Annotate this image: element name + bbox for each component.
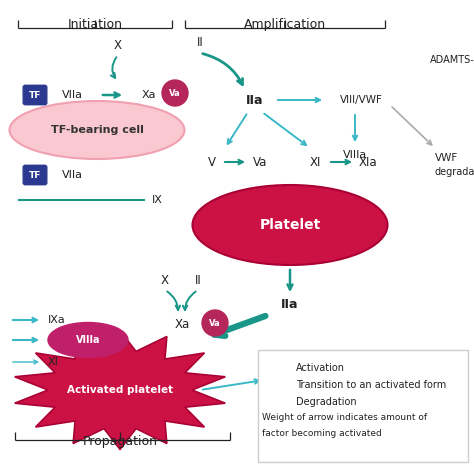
Text: IXa: IXa bbox=[48, 315, 66, 325]
Text: Xa: Xa bbox=[174, 319, 190, 331]
Text: Initiation: Initiation bbox=[67, 18, 122, 31]
Text: Transition to an activated form: Transition to an activated form bbox=[296, 380, 446, 390]
Text: Va: Va bbox=[253, 155, 267, 168]
Text: TF: TF bbox=[29, 91, 41, 100]
Text: IIa: IIa bbox=[281, 299, 299, 311]
Text: II: II bbox=[195, 273, 201, 286]
Text: Platelet: Platelet bbox=[259, 218, 320, 232]
Text: V: V bbox=[208, 155, 216, 168]
Text: XI: XI bbox=[48, 357, 59, 367]
Ellipse shape bbox=[9, 101, 184, 159]
Text: degradation: degradation bbox=[435, 167, 474, 177]
Text: X: X bbox=[161, 273, 169, 286]
Text: VIII/VWF: VIII/VWF bbox=[340, 95, 383, 105]
Text: XIa: XIa bbox=[48, 335, 66, 345]
Text: II: II bbox=[197, 36, 203, 48]
Text: Propagation: Propagation bbox=[82, 435, 157, 448]
Text: Va: Va bbox=[209, 319, 221, 328]
Text: VIIIa: VIIIa bbox=[343, 150, 367, 160]
Circle shape bbox=[202, 310, 228, 336]
Text: IIa: IIa bbox=[246, 93, 264, 107]
Text: factor becoming activated: factor becoming activated bbox=[262, 428, 382, 438]
Text: VIIa: VIIa bbox=[62, 170, 83, 180]
Text: Xa: Xa bbox=[142, 90, 156, 100]
Text: XIa: XIa bbox=[359, 155, 377, 168]
Text: XI: XI bbox=[310, 155, 321, 168]
Text: Activated platelet: Activated platelet bbox=[67, 385, 173, 395]
Text: Degradation: Degradation bbox=[296, 397, 356, 407]
Text: ADAMTS-13: ADAMTS-13 bbox=[430, 55, 474, 65]
Text: VIIa: VIIa bbox=[62, 90, 83, 100]
Text: TF-bearing cell: TF-bearing cell bbox=[51, 125, 144, 135]
Text: Va: Va bbox=[169, 89, 181, 98]
PathPatch shape bbox=[15, 330, 225, 449]
Text: IX: IX bbox=[152, 195, 163, 205]
Text: Activation: Activation bbox=[296, 363, 345, 373]
FancyBboxPatch shape bbox=[23, 85, 47, 105]
Ellipse shape bbox=[48, 322, 128, 357]
FancyBboxPatch shape bbox=[258, 350, 468, 462]
Text: VWF: VWF bbox=[435, 153, 458, 163]
Circle shape bbox=[162, 80, 188, 106]
Text: Weight of arrow indicates amount of: Weight of arrow indicates amount of bbox=[262, 413, 427, 422]
FancyBboxPatch shape bbox=[23, 165, 47, 185]
Text: VIIIa: VIIIa bbox=[76, 335, 100, 345]
Text: X: X bbox=[114, 38, 122, 52]
Text: TF: TF bbox=[29, 171, 41, 180]
Ellipse shape bbox=[192, 185, 388, 265]
Text: Amplification: Amplification bbox=[244, 18, 326, 31]
